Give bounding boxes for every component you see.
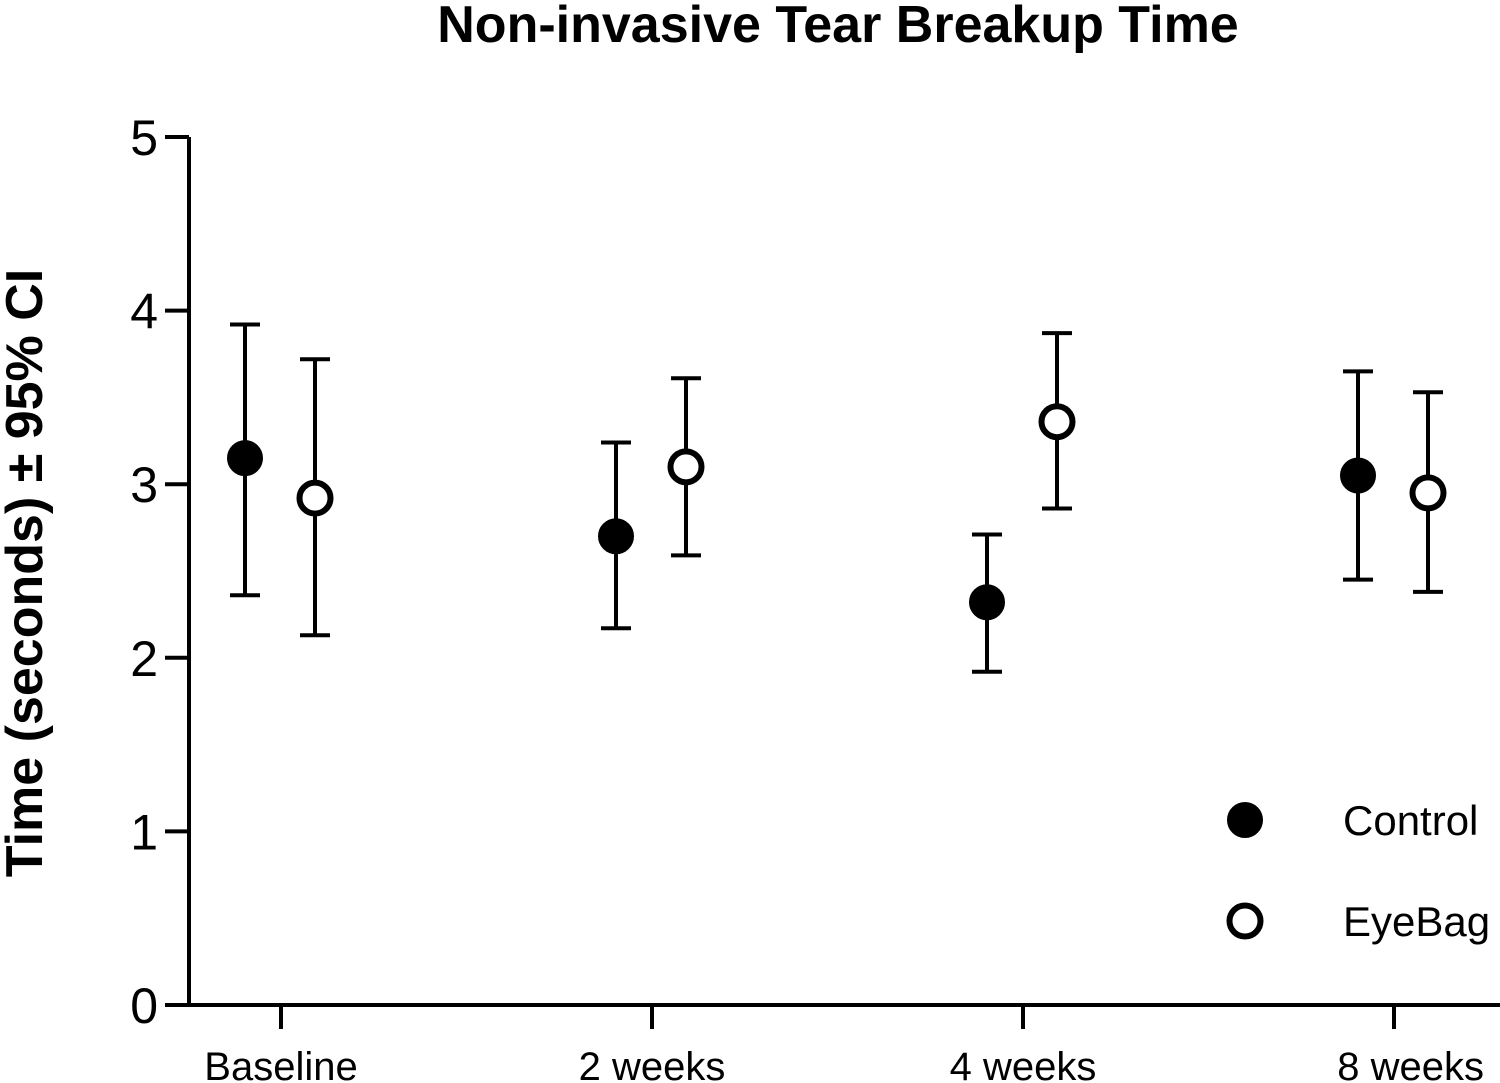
legend-label-eyebag: EyeBag [1343,898,1490,945]
data-point [1409,474,1447,512]
y-axis-label: Time (seconds) ± 95% CI [0,269,54,877]
x-tick-label: Baseline [204,1045,357,1083]
y-tick-label: 5 [130,110,158,166]
series-control [227,322,1376,674]
legend-marker-control [1227,802,1263,838]
y-axis: 0 1 2 3 4 5 [130,110,191,1034]
series-eyebag [296,331,1447,638]
y-tick-label: 0 [130,978,158,1034]
chart-title: Non-invasive Tear Breakup Time [437,0,1238,54]
plot-area [227,322,1447,674]
data-point [598,518,634,555]
x-tick-label: 8 weeks [1337,1045,1484,1083]
legend-marker-eyebag [1226,902,1264,940]
y-tick-label: 4 [130,284,158,340]
data-point [969,584,1005,621]
y-tick-label: 1 [130,804,158,860]
data-point [1038,403,1076,441]
x-axis: Baseline 2 weeks 4 weeks 8 weeks [189,1003,1500,1083]
x-tick-label: 2 weeks [579,1045,726,1083]
legend: Control EyeBag [1226,797,1490,945]
data-point [227,440,263,477]
data-point [1340,457,1376,494]
x-tick-label: 4 weeks [950,1045,1097,1083]
y-tick-label: 3 [130,457,158,513]
data-point [667,448,705,486]
y-tick-label: 2 [130,631,158,687]
legend-label-control: Control [1343,797,1478,844]
data-point [296,479,334,517]
